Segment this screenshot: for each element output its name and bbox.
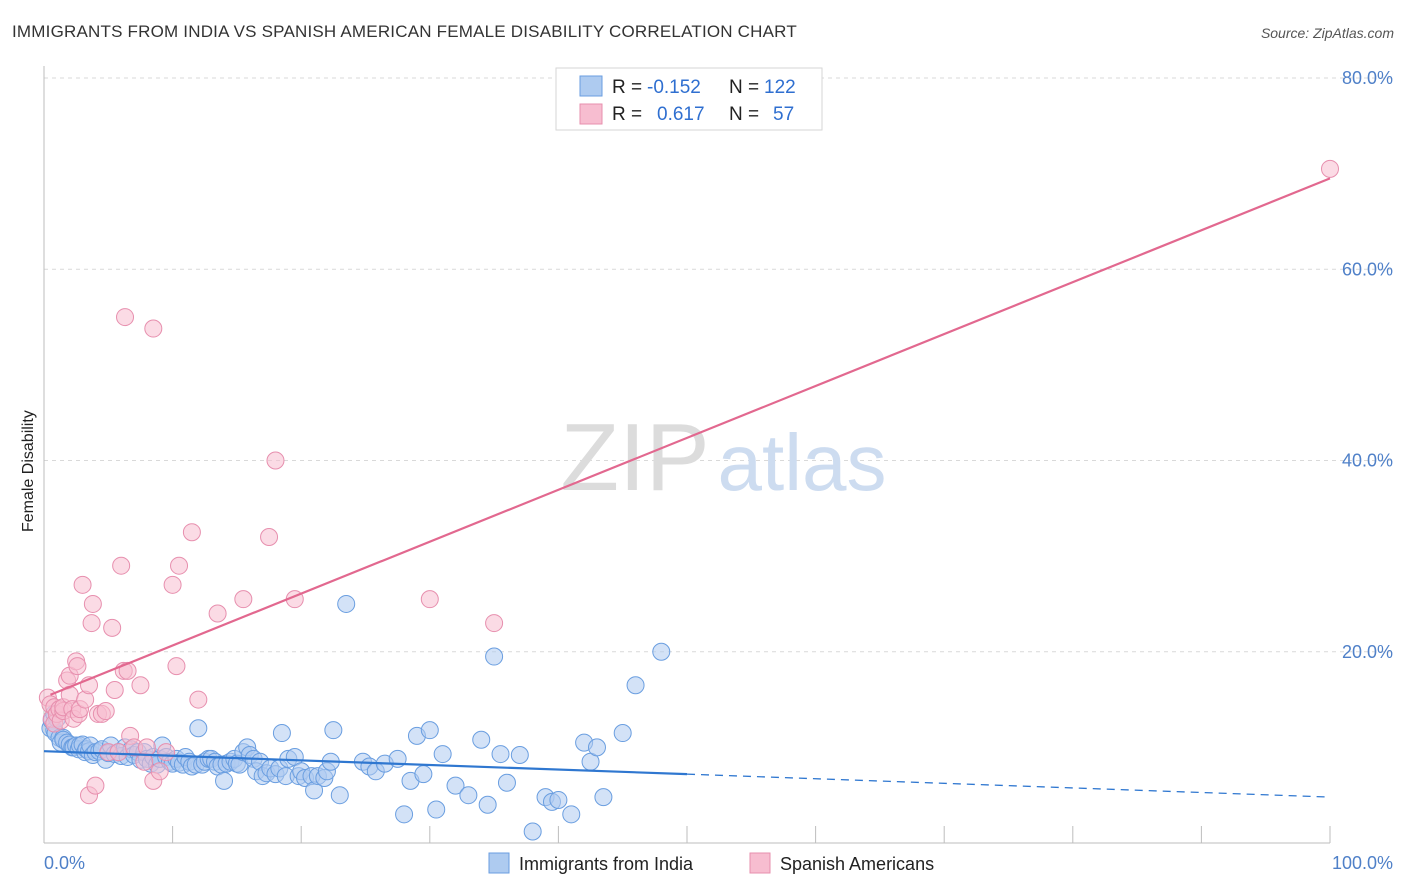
spanish-point-47 [170,556,189,575]
spanish-point-56 [420,590,439,609]
spanish-point-31 [105,681,124,699]
india-point-120 [562,805,581,824]
watermark-zip: ZIP [560,404,709,511]
india-point-104 [414,765,433,784]
stats-n-value-0: 122 [764,77,796,98]
india-point-123 [587,738,606,757]
india-point-113 [491,745,510,764]
spanish-point-46 [167,657,186,676]
spanish-point-57 [485,614,504,633]
spanish-point-23 [82,614,101,633]
india-point-105 [420,721,439,740]
stats-r-value-0: -0.152 [647,77,701,98]
india-point-124 [594,788,613,807]
india-point-115 [510,746,529,765]
spanish-point-39 [131,676,150,695]
legend-label-india: Immigrants from India [519,854,694,874]
spanish-point-16 [68,657,87,676]
y-tick-label-20: 20.0% [1342,642,1393,662]
india-point-116 [523,822,542,841]
trend-lines [43,177,1331,798]
stats-swatch-spanish [579,103,603,125]
watermark-atlas: atlas [718,418,887,507]
india-point-126 [626,676,645,695]
india-point-127 [652,642,671,661]
y-tick-label-80: 80.0% [1342,68,1393,88]
india-point-63 [215,771,234,790]
spanish-point-35 [118,661,137,680]
spanish-point-43 [150,762,169,781]
spanish-point-30 [103,618,122,637]
india-point-95 [337,594,356,613]
spanish-point-53 [260,528,279,546]
india-point-107 [433,745,452,764]
stats-n-label-0: N = [729,77,759,98]
spanish-point-54 [266,451,285,470]
india-points [41,594,671,841]
spanish-point-51 [208,604,227,623]
x-tick-label-0: 0.0% [44,853,85,873]
india-point-108 [446,776,465,795]
stats-r-label-1: R = [612,104,642,125]
y-tick-labels: 20.0% 40.0% 60.0% 80.0% [1342,68,1393,662]
y-tick-label-40: 40.0% [1342,451,1393,471]
axes [43,66,1331,844]
spanish-points [38,159,1339,805]
source-label: Source: ZipAtlas.com [1260,25,1394,41]
bottom-legend: Immigrants from India Spanish Americans [488,852,934,874]
india-point-119 [549,790,568,809]
y-tick-label-60: 60.0% [1342,259,1393,279]
spanish-point-24 [83,594,102,613]
stats-r-value-1: 0.617 [657,104,705,125]
india-point-111 [478,795,497,814]
spanish-point-50 [189,690,208,709]
x-tick-label-100: 100.0% [1332,853,1393,873]
spanish-point-28 [96,702,115,721]
india-point-114 [497,773,516,792]
zipatlas-watermark: ZIP atlas [560,404,886,511]
stats-r-label-0: R = [612,77,642,98]
spanish-point-48 [144,319,163,338]
india-point-106 [427,800,446,819]
spanish-point-49 [182,523,201,542]
india-trend-line [43,750,688,776]
legend-swatch-india [488,852,510,874]
india-point-112 [485,647,504,666]
spanish-point-52 [234,590,253,609]
spanish-point-45 [163,575,182,594]
spanish-point-44 [157,743,176,762]
india-point-101 [395,805,414,824]
spanish-point-19 [73,575,92,594]
india-point-55 [189,719,208,738]
spanish-point-33 [112,556,131,575]
spanish-point-41 [137,738,156,757]
india-point-80 [272,724,291,743]
spanish-point-32 [109,743,128,762]
spanish-point-25 [86,776,105,795]
india-point-109 [459,786,478,805]
chart-title: IMMIGRANTS FROM INDIA VS SPANISH AMERICA… [12,22,797,41]
legend-label-spanish: Spanish Americans [780,854,934,874]
x-tick-labels: 0.0% 100.0% [44,853,1393,873]
india-point-125 [613,724,632,743]
legend-swatch-spanish [749,852,771,874]
india-point-94 [330,786,349,805]
spanish-point-58 [1321,159,1339,178]
stats-n-label-1: N = [729,104,759,125]
spanish-trend-line [50,177,1331,696]
stats-swatch-india [579,75,603,97]
india-trend-line-dashed [686,773,1331,798]
india-point-110 [472,730,491,749]
spanish-point-37 [116,308,135,327]
stats-legend: R = -0.152 N = 122 R = 0.617 N = 57 [555,67,823,131]
grid-lines [44,77,1393,653]
india-point-93 [324,721,343,740]
stats-n-value-1: 57 [773,104,794,125]
